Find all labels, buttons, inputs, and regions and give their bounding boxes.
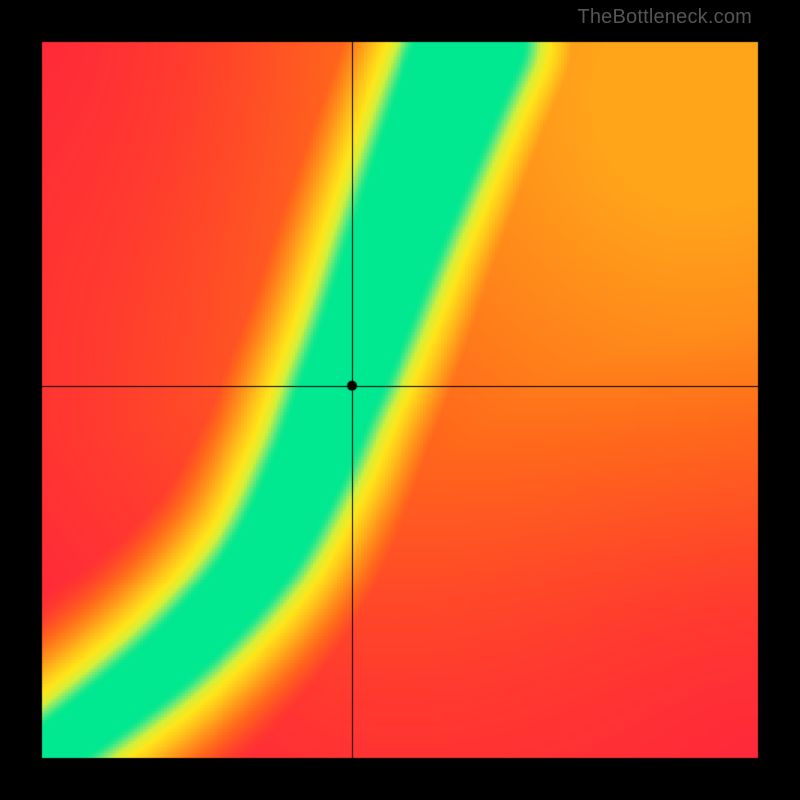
bottleneck-heatmap-canvas <box>0 0 800 800</box>
chart-container: TheBottleneck.com <box>0 0 800 800</box>
